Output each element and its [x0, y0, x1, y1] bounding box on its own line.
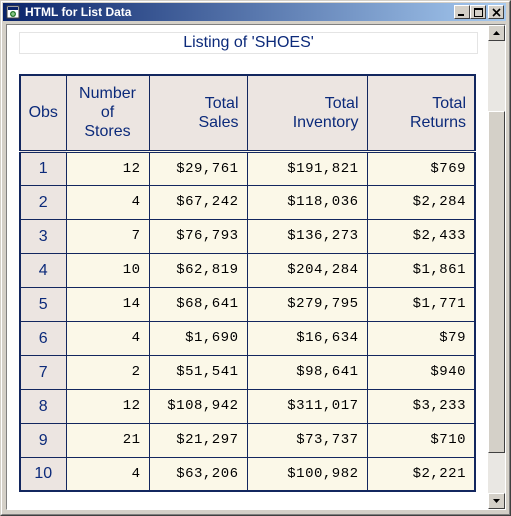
browser-document-icon: [6, 5, 20, 19]
inventory-cell: $311,017: [246, 388, 368, 424]
returns-cell: $79: [366, 320, 476, 356]
sales-cell: $29,761: [148, 150, 248, 186]
inventory-cell: $16,634: [246, 320, 368, 356]
returns-cell: $1,861: [366, 252, 476, 288]
sales-cell: $68,641: [148, 286, 248, 322]
stores-cell: 4: [65, 184, 150, 220]
table-row: 1 12 $29,761 $191,821 $769: [19, 150, 476, 186]
obs-cell: 1: [19, 150, 67, 186]
header-returns-line-2: Returns: [409, 113, 466, 131]
column-header-returns: Total Returns: [366, 74, 476, 152]
stores-cell: 7: [65, 218, 150, 254]
returns-cell: $3,233: [366, 388, 476, 424]
returns-cell: $710: [366, 422, 476, 458]
returns-cell: $2,284: [366, 184, 476, 220]
listing-title: Listing of 'SHOES': [19, 32, 478, 54]
inventory-cell: $204,284: [246, 252, 368, 288]
sales-cell: $63,206: [148, 456, 248, 492]
column-header-obs: Obs: [19, 74, 67, 152]
table-header-row: Obs Number of Stores Total Sales Total: [19, 74, 476, 152]
scroll-down-button[interactable]: [488, 493, 505, 509]
sales-cell: $67,242: [148, 184, 248, 220]
header-inventory-line-1: Total: [324, 94, 359, 112]
maximize-button[interactable]: [470, 5, 486, 19]
obs-cell: 2: [19, 184, 67, 220]
stores-cell: 12: [65, 388, 150, 424]
header-stores-line-1: Number: [79, 85, 136, 103]
sales-cell: $62,819: [148, 252, 248, 288]
vertical-scrollbar[interactable]: [488, 25, 505, 509]
stores-cell: 4: [65, 320, 150, 356]
minimize-icon: [458, 14, 464, 16]
table-row: 10 4 $63,206 $100,982 $2,221: [19, 456, 476, 492]
table-row: 6 4 $1,690 $16,634 $79: [19, 320, 476, 356]
obs-cell: 7: [19, 354, 67, 390]
returns-cell: $2,221: [366, 456, 476, 492]
header-sales-line-2: Sales: [198, 113, 239, 131]
obs-cell: 8: [19, 388, 67, 424]
stores-cell: 4: [65, 456, 150, 492]
minimize-button[interactable]: [454, 5, 470, 19]
header-stores-line-2: of: [100, 104, 115, 122]
close-button[interactable]: [488, 5, 504, 19]
table-row: 2 4 $67,242 $118,036 $2,284: [19, 184, 476, 220]
inventory-cell: $136,273: [246, 218, 368, 254]
table-row: 8 12 $108,942 $311,017 $3,233: [19, 388, 476, 424]
returns-cell: $2,433: [366, 218, 476, 254]
column-header-stores: Number of Stores: [65, 74, 150, 152]
table-row: 9 21 $21,297 $73,737 $710: [19, 422, 476, 458]
stores-cell: 21: [65, 422, 150, 458]
returns-cell: $940: [366, 354, 476, 390]
stores-cell: 2: [65, 354, 150, 390]
inventory-cell: $73,737: [246, 422, 368, 458]
inventory-cell: $98,641: [246, 354, 368, 390]
obs-cell: 4: [19, 252, 67, 288]
column-header-sales: Total Sales: [148, 74, 248, 152]
arrow-down-icon: [493, 499, 500, 503]
column-header-inventory: Total Inventory: [246, 74, 368, 152]
scrollbar-thumb[interactable]: [488, 111, 505, 453]
obs-cell: 9: [19, 422, 67, 458]
window-title: HTML for List Data: [25, 5, 132, 19]
header-stores-line-3: Stores: [84, 123, 131, 141]
stores-cell: 12: [65, 150, 150, 186]
table-row: 4 10 $62,819 $204,284 $1,861: [19, 252, 476, 288]
sales-cell: $21,297: [148, 422, 248, 458]
returns-cell: $1,771: [366, 286, 476, 322]
sales-cell: $108,942: [148, 388, 248, 424]
close-icon: [492, 8, 501, 17]
maximize-icon: [474, 8, 483, 17]
header-sales-line-1: Total: [204, 94, 239, 112]
stores-cell: 10: [65, 252, 150, 288]
stores-cell: 14: [65, 286, 150, 322]
inventory-cell: $191,821: [246, 150, 368, 186]
obs-cell: 3: [19, 218, 67, 254]
sales-cell: $1,690: [148, 320, 248, 356]
scroll-up-button[interactable]: [488, 25, 505, 41]
obs-cell: 5: [19, 286, 67, 322]
sales-cell: $51,541: [148, 354, 248, 390]
header-inventory-line-2: Inventory: [292, 113, 359, 131]
obs-cell: 10: [19, 456, 67, 492]
obs-cell: 6: [19, 320, 67, 356]
inventory-cell: $100,982: [246, 456, 368, 492]
inventory-cell: $118,036: [246, 184, 368, 220]
document-content: Listing of 'SHOES' Obs Number: [7, 25, 488, 509]
header-returns-line-1: Total: [432, 94, 466, 112]
listing-table: Obs Number of Stores Total Sales Total: [19, 74, 476, 492]
inventory-cell: $279,795: [246, 286, 368, 322]
returns-cell: $769: [366, 150, 476, 186]
sales-cell: $76,793: [148, 218, 248, 254]
table-row: 7 2 $51,541 $98,641 $940: [19, 354, 476, 390]
header-obs-label: Obs: [28, 104, 58, 122]
arrow-up-icon: [493, 31, 500, 35]
table-row: 5 14 $68,641 $279,795 $1,771: [19, 286, 476, 322]
document-viewport: Listing of 'SHOES' Obs Number: [6, 24, 506, 510]
title-bar[interactable]: HTML for List Data: [3, 3, 506, 21]
table-row: 3 7 $76,793 $136,273 $2,433: [19, 218, 476, 254]
